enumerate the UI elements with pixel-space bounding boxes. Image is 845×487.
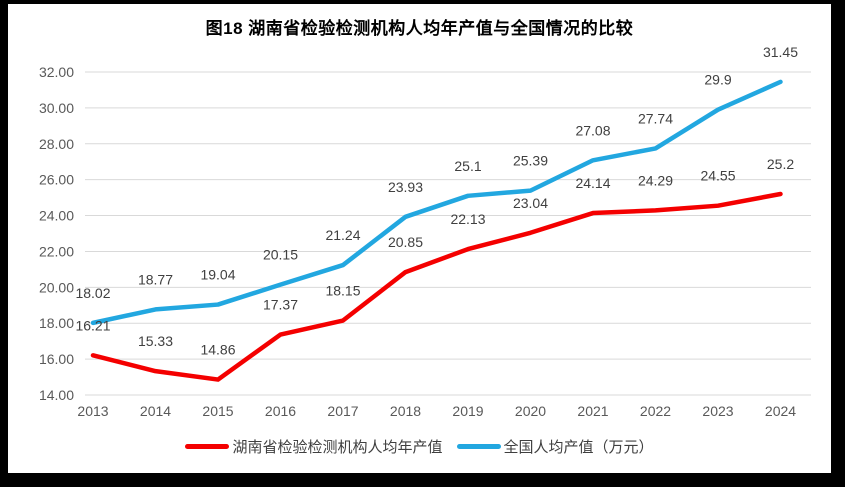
svg-text:2022: 2022 — [640, 403, 671, 419]
svg-text:2016: 2016 — [265, 403, 296, 419]
svg-text:23.93: 23.93 — [388, 179, 423, 195]
legend-label-hunan: 湖南省检验检测机构人均年产值 — [232, 439, 443, 456]
series-line-0 — [90, 191, 783, 382]
svg-text:27.08: 27.08 — [575, 122, 610, 138]
svg-text:18.02: 18.02 — [75, 285, 110, 301]
legend-item-hunan: 湖南省检验检测机构人均年产值 — [185, 436, 443, 457]
svg-text:2020: 2020 — [515, 403, 546, 419]
svg-text:26.00: 26.00 — [39, 172, 74, 188]
chart-canvas: 图18 湖南省检验检测机构人均年产值与全国情况的比较 14.00 16.00 18.… — [8, 4, 831, 473]
data-labels-1: 18.02 18.77 19.04 20.15 21.24 23.93 25.1 25.39 2… — [75, 44, 798, 301]
svg-text:20.15: 20.15 — [263, 247, 298, 263]
legend-label-national: 全国人均产值（万元） — [503, 439, 654, 456]
svg-text:18.15: 18.15 — [325, 283, 360, 299]
svg-text:14.00: 14.00 — [39, 387, 74, 403]
svg-text:2021: 2021 — [577, 403, 608, 419]
svg-text:24.55: 24.55 — [700, 168, 735, 184]
svg-text:25.39: 25.39 — [513, 153, 548, 169]
svg-text:24.00: 24.00 — [39, 208, 74, 224]
svg-text:16.00: 16.00 — [39, 351, 74, 367]
svg-text:2015: 2015 — [202, 403, 233, 419]
svg-text:24.29: 24.29 — [638, 172, 673, 188]
svg-text:2017: 2017 — [327, 403, 358, 419]
svg-text:23.04: 23.04 — [513, 195, 548, 211]
svg-text:22.13: 22.13 — [450, 211, 485, 227]
svg-text:20.00: 20.00 — [39, 279, 74, 295]
svg-text:14.86: 14.86 — [200, 342, 235, 358]
gridlines — [85, 71, 811, 396]
chart-legend: 湖南省检验检测机构人均年产值 全国人均产值（万元） — [8, 436, 831, 457]
svg-text:25.1: 25.1 — [454, 158, 481, 174]
svg-text:22.00: 22.00 — [39, 243, 74, 259]
svg-text:31.45: 31.45 — [763, 44, 798, 60]
svg-text:20.85: 20.85 — [388, 234, 423, 250]
y-axis-tick-labels: 14.00 16.00 18.00 20.00 22.00 24.00 26.00 28.00… — [39, 64, 74, 403]
svg-text:28.00: 28.00 — [39, 136, 74, 152]
svg-text:2014: 2014 — [140, 403, 171, 419]
legend-line-swatch-red — [185, 444, 230, 449]
svg-text:27.74: 27.74 — [638, 110, 673, 126]
x-axis-tick-labels: 2013 2014 2015 2016 2017 2018 2019 2020 2021 2022… — [77, 403, 796, 419]
svg-text:25.2: 25.2 — [767, 156, 794, 172]
legend-line-swatch-blue — [456, 444, 501, 449]
svg-text:2019: 2019 — [452, 403, 483, 419]
svg-text:30.00: 30.00 — [39, 100, 74, 116]
line-chart: 14.00 16.00 18.00 20.00 22.00 24.00 26.00 28.00… — [39, 44, 811, 419]
svg-text:2018: 2018 — [390, 403, 421, 419]
series-line-1 — [90, 79, 783, 326]
svg-text:2023: 2023 — [702, 403, 733, 419]
svg-text:2013: 2013 — [77, 403, 108, 419]
data-labels-0: 16.21 15.33 14.86 17.37 18.15 20.85 22.13 23.04… — [75, 156, 794, 358]
svg-text:24.14: 24.14 — [575, 175, 610, 191]
svg-text:15.33: 15.33 — [138, 333, 173, 349]
svg-text:29.9: 29.9 — [704, 72, 731, 88]
svg-text:32.00: 32.00 — [39, 64, 74, 80]
svg-text:17.37: 17.37 — [263, 297, 298, 313]
svg-text:18.77: 18.77 — [138, 271, 173, 287]
svg-text:2024: 2024 — [765, 403, 796, 419]
svg-text:18.00: 18.00 — [39, 315, 74, 331]
svg-text:21.24: 21.24 — [325, 227, 360, 243]
chart-title: 图18 湖南省检验检测机构人均年产值与全国情况的比较 — [205, 19, 634, 38]
svg-text:16.21: 16.21 — [75, 317, 110, 333]
legend-item-national: 全国人均产值（万元） — [456, 436, 654, 457]
svg-text:19.04: 19.04 — [200, 267, 235, 283]
